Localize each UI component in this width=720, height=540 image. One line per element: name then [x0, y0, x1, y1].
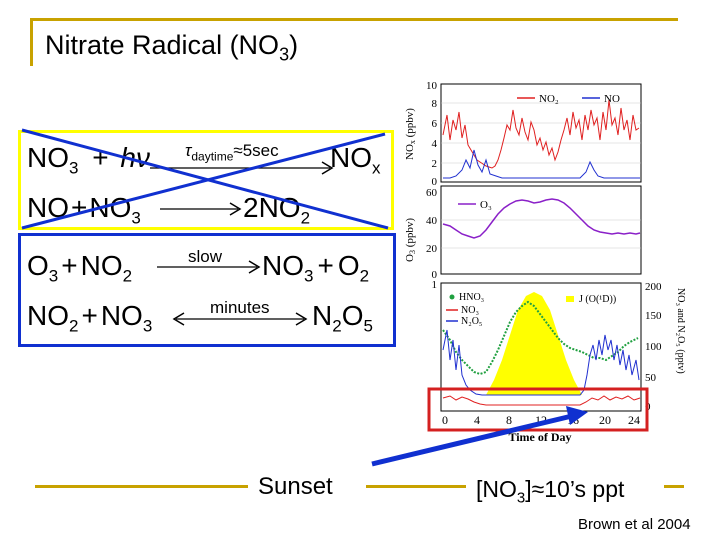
p3-legend-n2o5: N₂O₅ [461, 316, 482, 327]
citation: Brown et al 2004 [578, 516, 691, 533]
p1-ytick: 2 [432, 158, 438, 170]
p2-legend-o3: O₃ [480, 199, 492, 211]
p1-ytick: 0 [432, 176, 438, 188]
daytime-reactions-box [18, 130, 394, 230]
xtick: 4 [474, 413, 480, 427]
eq4-product: N2O5 [312, 300, 373, 336]
p3-ytick-right: 50 [645, 372, 657, 384]
p3-ytick-right: 150 [645, 310, 662, 322]
p1-legend-no2: NO₂ [539, 93, 559, 105]
x-axis-label: Time of Day [508, 430, 571, 444]
arrow-eq3 [157, 260, 261, 274]
xtick: 20 [599, 413, 611, 427]
slide-title: Nitrate Radical (NO3) [45, 30, 299, 65]
equation-n2o5-equilibrium: NO2 + NO3 [27, 300, 153, 336]
no3-series [442, 395, 641, 406]
title-rule-left [30, 18, 33, 66]
p3-ytick-right: 100 [645, 341, 662, 353]
title-rule-top [30, 18, 678, 21]
n2o5-series [442, 329, 640, 396]
p2-ytick: 60 [426, 187, 438, 199]
no-series [443, 149, 640, 179]
p1-ylabel: NOx (ppbv) [404, 108, 417, 160]
equation-no2-o3: O3 + NO2 [27, 250, 133, 286]
lifetime-label: τdaytime≈5sec [185, 141, 279, 164]
p1-ytick: 4 [432, 138, 438, 150]
p1-ytick: 10 [426, 80, 438, 92]
p3-ylabel-right: NO₃ and N₂O₅ (pptv) [675, 288, 686, 374]
o3-series [442, 198, 641, 239]
strike-through-cross [21, 128, 389, 230]
arrow-eq2 [160, 202, 242, 216]
p1-ytick: 6 [432, 118, 438, 130]
minutes-label: minutes [210, 298, 270, 317]
xtick: 0 [442, 413, 448, 427]
slow-label: slow [188, 247, 223, 266]
p3-legend-no3: NO₃ [461, 305, 479, 316]
eq3-products: NO3 + O2 [262, 250, 370, 286]
p1-legend-no: NO [604, 93, 620, 105]
p2-ytick: 0 [432, 269, 438, 281]
bottom-rule-left [35, 485, 248, 488]
xtick: 24 [628, 413, 640, 427]
night-highlight-box [427, 387, 649, 432]
p2-ytick: 40 [426, 215, 438, 227]
p3-legend-hno3: HNO₃ [459, 292, 484, 303]
bottom-rule-middle [366, 485, 466, 488]
sunset-label: Sunset [258, 473, 333, 500]
diurnal-data-figure: 10 8 6 4 2 0 NOx (ppbv) NO₂ NO 60 40 20 … [404, 80, 686, 444]
hno3-series [442, 300, 639, 376]
p3-ytick-right: 200 [645, 281, 662, 293]
j-o1d-fill [486, 292, 582, 395]
p2-ylabel: O3 (ppbv) [404, 218, 417, 262]
equilibrium-arrow [172, 312, 308, 326]
arrow-eq1 [150, 161, 334, 175]
bottom-rule-right [664, 485, 684, 488]
p2-ytick: 20 [426, 243, 438, 255]
p1-ytick: 8 [432, 98, 438, 110]
no3-concentration-label: [NO3]≈10’s ppt [476, 476, 625, 507]
p3-ytick-left: 1 [432, 279, 438, 291]
night-reactions-box [18, 233, 396, 347]
equation-no-reaction: NO+NO3 [27, 192, 141, 228]
xtick: 8 [506, 413, 512, 427]
p3-legend-j: J (O(¹D)) [579, 294, 616, 305]
